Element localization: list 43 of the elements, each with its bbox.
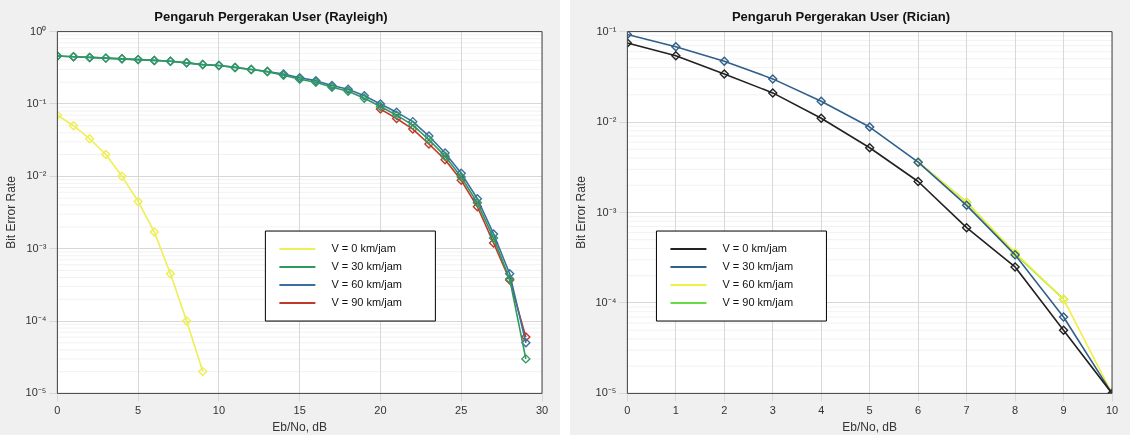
x-tick-label: 9	[1060, 404, 1067, 417]
x-tick-label: 3	[769, 404, 776, 417]
x-tick-label: 8	[1012, 404, 1019, 417]
legend-label: V = 30 km/jam	[722, 260, 794, 273]
y-axis-title: Bit Error Rate	[3, 175, 18, 249]
legend-label: V = 30 km/jam	[331, 260, 402, 273]
y-tick-label: 10⁻⁴	[25, 314, 47, 327]
x-tick-label: 30	[535, 404, 549, 417]
legend-label: V = 90 km/jam	[722, 296, 794, 309]
x-axis-title: Eb/No, dB	[272, 420, 328, 435]
x-tick-label: 5	[135, 404, 142, 417]
chart-title: Pengaruh Pergerakan User (Rayleigh)	[154, 9, 388, 25]
x-tick-label: 10	[1105, 404, 1119, 417]
y-tick-label: 10⁻²	[26, 169, 47, 182]
x-tick-label: 2	[721, 404, 728, 417]
y-tick-label: 10⁻³	[596, 205, 617, 218]
legend-label: V = 60 km/jam	[722, 278, 794, 291]
x-tick-label: 25	[455, 404, 468, 417]
y-tick-label: 10⁻⁴	[595, 295, 617, 308]
x-tick-label: 20	[374, 404, 387, 417]
x-tick-label: 10	[212, 404, 226, 417]
y-tick-label: 10⁻¹	[596, 24, 617, 37]
x-tick-label: 6	[915, 404, 922, 417]
x-tick-label: 5	[866, 404, 873, 417]
x-axis-title: Eb/No, dB	[842, 420, 898, 435]
x-tick-label: 7	[963, 404, 970, 417]
legend-label: V = 0 km/jam	[331, 242, 396, 255]
legend-label: V = 60 km/jam	[331, 278, 402, 291]
x-tick-label: 0	[624, 404, 631, 417]
x-tick-label: 4	[818, 404, 825, 417]
y-tick-label: 10⁰	[30, 24, 47, 37]
y-tick-label: 10⁻⁵	[25, 386, 47, 399]
y-tick-label: 10⁻³	[26, 241, 47, 254]
x-tick-label: 0	[54, 404, 61, 417]
x-tick-label: 1	[672, 404, 679, 417]
x-tick-label: 15	[293, 404, 306, 417]
y-tick-label: 10⁻¹	[26, 96, 47, 109]
y-tick-label: 10⁻²	[596, 115, 617, 128]
y-tick-label: 10⁻⁵	[595, 386, 617, 399]
legend-label: V = 90 km/jam	[331, 296, 402, 309]
y-axis-title: Bit Error Rate	[573, 175, 588, 249]
chart-title: Pengaruh Pergerakan User (Rician)	[731, 9, 951, 25]
legend-label: V = 0 km/jam	[722, 242, 787, 255]
